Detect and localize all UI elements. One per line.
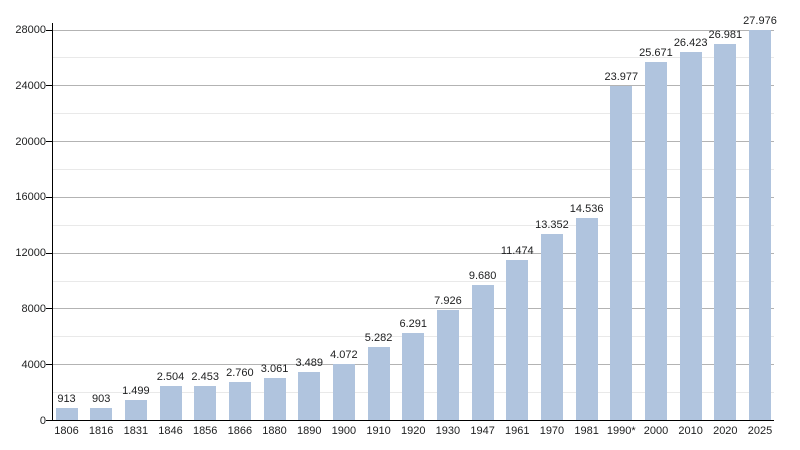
x-axis-tick-label: 2000 — [643, 425, 669, 437]
bar — [55, 407, 78, 421]
bar-value-label: 3.489 — [295, 356, 323, 369]
x-axis-tick-label: 1947 — [470, 425, 495, 437]
x-axis-tick-label: 1866 — [227, 425, 253, 437]
bar-value-label: 7.926 — [434, 294, 462, 307]
bar-value-label: 913 — [57, 392, 76, 405]
x-axis-tick-label: 1981 — [574, 425, 599, 437]
x-axis-line — [52, 420, 774, 421]
y-axis-tick-label: 20000 — [15, 135, 46, 148]
y-axis-tick-label: 0 — [39, 414, 46, 427]
x-axis-tick-label: 1846 — [158, 425, 183, 437]
bar — [540, 234, 563, 421]
bar — [228, 382, 251, 421]
y-axis-tick-label: 12000 — [15, 247, 46, 260]
x-axis-tick-label: 1890 — [296, 425, 322, 437]
bar-value-label: 6.291 — [399, 317, 428, 330]
gridline-minor — [52, 280, 774, 282]
bar — [263, 377, 286, 421]
bar — [714, 44, 737, 421]
bar — [367, 346, 390, 421]
bar-value-label: 26.981 — [708, 29, 743, 42]
bar-value-label: 11.474 — [500, 245, 534, 258]
x-axis-tick-label: 1831 — [123, 425, 149, 437]
y-axis-tick-label: 4000 — [21, 358, 46, 371]
bar-value-label: 5.282 — [364, 331, 393, 344]
bar-value-label: 2.453 — [191, 371, 219, 384]
x-axis-tick-label: 1880 — [262, 425, 287, 437]
bar-value-label: 2.504 — [156, 370, 185, 383]
x-axis-tick-label: 2025 — [747, 425, 773, 437]
bar — [402, 332, 425, 421]
bar-value-label: 25.671 — [639, 47, 673, 60]
x-axis-tick-label: 1816 — [88, 425, 114, 437]
gridline-major — [52, 29, 774, 31]
bar — [644, 62, 667, 421]
gridline-major — [52, 85, 774, 87]
bar-value-label: 4.072 — [330, 348, 358, 361]
y-axis-tick-label: 24000 — [15, 79, 46, 92]
bar-value-label: 27.976 — [743, 15, 777, 28]
y-axis-tick — [46, 196, 53, 198]
gridline-minor — [52, 113, 774, 115]
y-axis-tick — [46, 252, 53, 254]
gridline-major — [52, 141, 774, 143]
bar-value-label: 13.352 — [535, 219, 569, 232]
bar — [194, 386, 217, 421]
bar — [332, 363, 355, 421]
x-axis-tick-label: 1970 — [539, 425, 565, 437]
gridline-major — [52, 308, 774, 310]
y-axis-tick-label: 16000 — [15, 191, 46, 204]
bar-value-label: 14.536 — [569, 202, 604, 215]
bar — [575, 217, 598, 421]
bar-value-label: 26.423 — [673, 36, 708, 49]
bar — [159, 385, 182, 421]
bar — [679, 51, 702, 421]
x-axis-tick-label: 1930 — [435, 425, 461, 437]
x-axis-tick-label: 1920 — [401, 425, 426, 437]
x-axis-tick-label: 1961 — [505, 425, 530, 437]
gridline-minor — [52, 224, 774, 226]
bar — [749, 30, 771, 421]
x-axis-tick-label: 1856 — [192, 425, 218, 437]
y-axis-tick — [46, 364, 53, 366]
x-axis-tick-label: 1910 — [366, 425, 391, 437]
bar — [436, 309, 459, 421]
x-axis-tick-label: 1806 — [54, 425, 79, 437]
gridline-major — [52, 252, 774, 254]
bar — [506, 260, 529, 421]
bar-value-label: 2.760 — [226, 367, 254, 379]
y-axis-tick-label: 28000 — [15, 24, 46, 36]
x-axis-tick-label: 1990* — [606, 425, 636, 437]
y-axis-tick — [46, 29, 53, 31]
y-axis-tick — [46, 308, 53, 310]
bar-value-label: 23.977 — [604, 71, 639, 84]
y-axis-tick — [46, 141, 53, 143]
gridline-minor — [52, 168, 774, 170]
y-axis-line — [52, 23, 53, 421]
gridline-major — [52, 196, 774, 198]
y-axis-tick — [46, 420, 53, 421]
bar — [124, 399, 147, 421]
y-axis-tick-label: 8000 — [21, 302, 46, 315]
bar-value-label: 1.499 — [122, 384, 150, 397]
bar-value-label: 903 — [91, 392, 111, 405]
bar — [471, 285, 494, 421]
x-axis-tick-label: 1900 — [331, 425, 357, 437]
bar — [298, 371, 321, 421]
bar — [610, 86, 633, 421]
bar-value-label: 3.061 — [260, 362, 289, 375]
gridline-minor — [52, 57, 774, 59]
y-axis-tick — [46, 85, 53, 87]
bar — [90, 407, 113, 421]
x-axis-tick-label: 2010 — [678, 425, 703, 437]
x-axis-tick-label: 2020 — [713, 425, 738, 437]
bar-value-label: 9.680 — [468, 270, 497, 283]
